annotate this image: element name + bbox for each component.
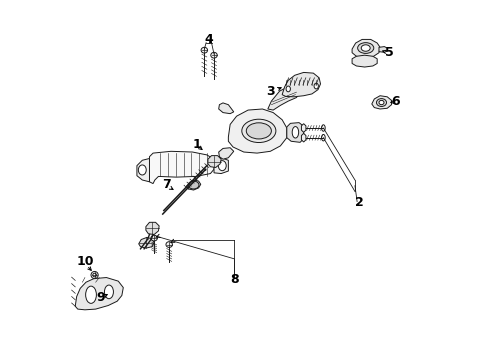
Ellipse shape — [218, 161, 226, 171]
Polygon shape — [351, 40, 379, 58]
Text: 9: 9 — [96, 291, 104, 304]
Text: 1: 1 — [192, 138, 201, 150]
Ellipse shape — [285, 86, 290, 92]
Ellipse shape — [321, 125, 325, 131]
Text: 10: 10 — [76, 255, 94, 268]
Polygon shape — [218, 148, 233, 159]
Ellipse shape — [292, 127, 298, 138]
Polygon shape — [282, 72, 320, 97]
Polygon shape — [301, 124, 305, 132]
Text: 2: 2 — [354, 196, 363, 209]
Ellipse shape — [201, 47, 207, 53]
Polygon shape — [286, 123, 303, 142]
Text: 8: 8 — [230, 273, 238, 286]
Polygon shape — [218, 103, 233, 114]
Polygon shape — [371, 96, 391, 109]
Text: 3: 3 — [265, 85, 274, 98]
Polygon shape — [214, 158, 228, 174]
Ellipse shape — [85, 286, 96, 303]
Ellipse shape — [165, 242, 172, 247]
Ellipse shape — [138, 165, 146, 175]
Ellipse shape — [321, 134, 325, 141]
Ellipse shape — [91, 271, 98, 279]
Ellipse shape — [246, 123, 271, 139]
Text: 5: 5 — [385, 46, 393, 59]
Polygon shape — [149, 151, 214, 184]
Polygon shape — [139, 237, 154, 248]
Ellipse shape — [104, 285, 113, 299]
Ellipse shape — [361, 45, 369, 51]
Text: 7: 7 — [162, 178, 170, 191]
Ellipse shape — [188, 181, 199, 189]
Ellipse shape — [313, 83, 318, 89]
Polygon shape — [186, 180, 201, 190]
Text: 6: 6 — [390, 95, 399, 108]
Ellipse shape — [376, 99, 386, 107]
Polygon shape — [137, 158, 149, 182]
Polygon shape — [75, 278, 123, 310]
Polygon shape — [228, 109, 286, 153]
Polygon shape — [301, 134, 305, 142]
Polygon shape — [267, 87, 300, 110]
Text: 4: 4 — [204, 33, 213, 46]
Ellipse shape — [210, 52, 217, 58]
Ellipse shape — [151, 235, 157, 241]
Ellipse shape — [357, 42, 373, 53]
Polygon shape — [207, 156, 221, 167]
Ellipse shape — [93, 273, 96, 277]
Ellipse shape — [241, 119, 275, 143]
Polygon shape — [145, 222, 159, 234]
Polygon shape — [378, 46, 386, 52]
Ellipse shape — [378, 100, 383, 105]
Polygon shape — [351, 55, 376, 67]
